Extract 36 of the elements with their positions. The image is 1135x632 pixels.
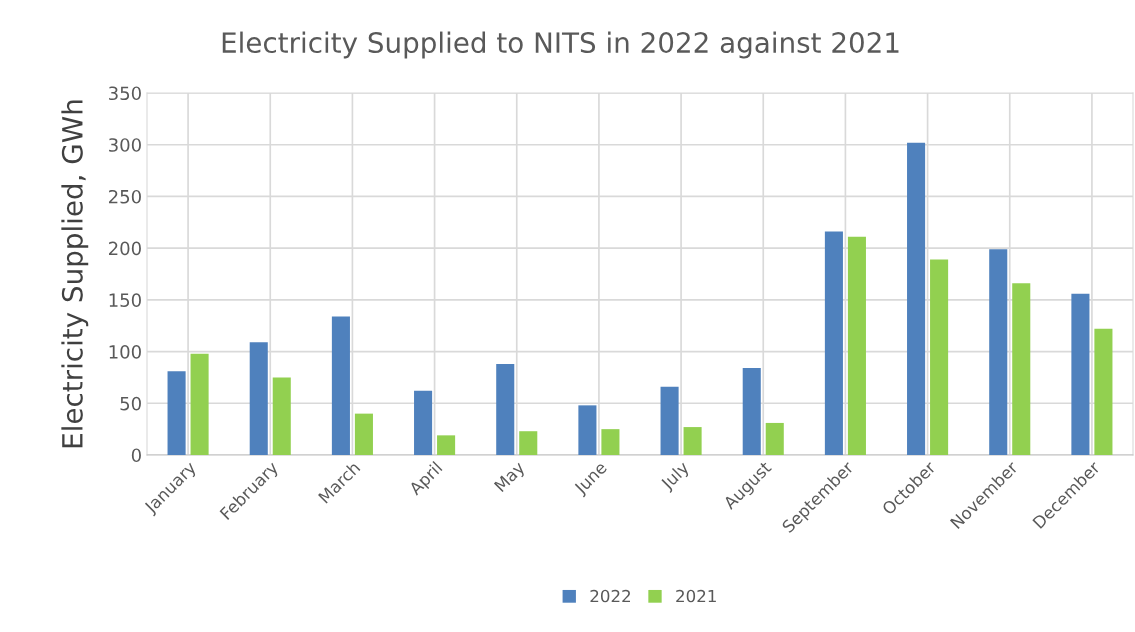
y-tick-label: 150 [109, 293, 141, 307]
legend-label: 2021 [676, 589, 716, 603]
chart-title: Electricity Supplied to NITS in 2022 against 2021 [222, 31, 899, 59]
y-tick-label: 350 [109, 86, 141, 101]
y-tick-label: 200 [109, 241, 141, 256]
y-tick-label: 300 [109, 138, 141, 152]
y-tick-label: 0 [131, 448, 141, 463]
y-tick-label: 100 [109, 345, 141, 359]
bar [414, 390, 433, 455]
bar [930, 259, 949, 455]
bar [272, 377, 291, 455]
bar [519, 431, 538, 455]
y-tick-label: 250 [109, 189, 141, 204]
bar [1094, 328, 1113, 455]
bar [331, 316, 350, 455]
bar [167, 371, 186, 455]
y-tick-label: 50 [120, 396, 141, 411]
bar [437, 435, 456, 455]
bar [989, 249, 1008, 455]
bar [190, 353, 209, 455]
bar [496, 363, 515, 455]
bar [907, 142, 926, 455]
bar [683, 427, 702, 455]
bar [1071, 293, 1090, 455]
bar [660, 386, 679, 455]
bar [765, 422, 784, 455]
bar [601, 429, 620, 455]
bar [742, 368, 761, 455]
legend-label: 2022 [590, 589, 630, 603]
bar [824, 231, 843, 455]
bar [847, 236, 866, 455]
y-axis-title: Electricity Supplied, GWh [61, 100, 89, 448]
bar [354, 413, 373, 455]
bar [578, 405, 597, 455]
bar [249, 342, 268, 455]
bar [1012, 283, 1031, 455]
